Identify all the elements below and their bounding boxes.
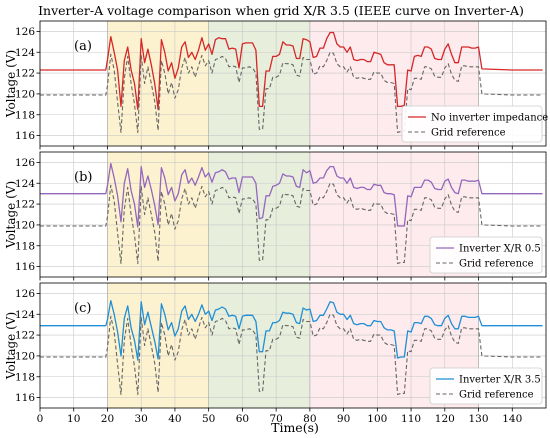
legend-box: [429, 367, 543, 405]
y-tick-label: 116: [15, 392, 35, 404]
y-tick-label: 118: [15, 109, 35, 121]
series-line-inverter: [40, 162, 543, 228]
series-line-grid-reference: [40, 51, 543, 134]
legend-label: Inverter X/R 3.5: [459, 375, 541, 386]
legend-label: No inverter impedance: [431, 113, 548, 124]
y-tick-label: 120: [15, 351, 35, 363]
legend-label: Grid reference: [459, 390, 534, 401]
legend-box: [429, 236, 543, 274]
y-axis-label: Voltage (V): [4, 181, 18, 249]
plot-frame: [39, 151, 547, 278]
x-tick-label: 10: [67, 413, 80, 425]
legend-label: Grid reference: [431, 128, 506, 139]
plot-frame: [39, 20, 547, 147]
series-line-inverter: [40, 300, 543, 361]
y-tick-label: 116: [15, 130, 35, 142]
series-line-grid-reference: [40, 182, 543, 265]
chart-title: Inverter-A voltage comparison when grid …: [38, 3, 524, 18]
legend: No inverter impedance Grid reference: [401, 105, 548, 143]
x-tick-label: 130: [469, 413, 489, 425]
legend: Inverter X/R 0.5 Grid reference: [429, 236, 543, 274]
y-tick-label: 122: [15, 199, 35, 211]
y-tick-label: 120: [15, 220, 35, 232]
series-line-grid-reference: [40, 313, 543, 396]
panel-c: 116 118 120 122 124 126 0 10 20 30 40 50 60 70 80 90 100…: [4, 282, 547, 425]
y-tick-label: 124: [15, 309, 35, 321]
x-tick-label: 40: [168, 413, 181, 425]
y-tick-label: 124: [15, 47, 35, 59]
y-tick-label: 126: [15, 288, 35, 300]
y-tick-label: 118: [15, 240, 35, 252]
x-tick-label: 70: [269, 413, 282, 425]
legend-label: Inverter X/R 0.5: [459, 244, 541, 255]
legend: Inverter X/R 3.5 Grid reference: [429, 367, 543, 405]
panel-a: 116 118 120 122 124 126 Voltage (V) (a) No inver…: [4, 20, 548, 150]
x-tick-label: 110: [401, 413, 421, 425]
panel-label: (a): [74, 39, 92, 54]
y-axis-label: Voltage (V): [4, 50, 18, 118]
x-tick-label: 60: [236, 413, 249, 425]
legend-box: [401, 105, 543, 143]
shaded-region: [208, 21, 310, 146]
x-axis-label: Time(s): [271, 420, 319, 435]
x-tick-label: 0: [37, 413, 44, 425]
y-tick-label: 122: [15, 330, 35, 342]
x-tick-label: 20: [101, 413, 114, 425]
x-tick-label: 120: [435, 413, 455, 425]
legend-label: Grid reference: [459, 259, 534, 270]
plot-frame: [39, 282, 547, 409]
y-tick-label: 124: [15, 178, 35, 190]
x-tick-label: 90: [337, 413, 350, 425]
y-axis-label: Voltage (V): [4, 312, 18, 380]
y-tick-label: 126: [15, 157, 35, 169]
y-tick-label: 118: [15, 371, 35, 383]
y-tick-label: 122: [15, 68, 35, 80]
shaded-region: [208, 283, 310, 408]
x-tick-label: 30: [135, 413, 148, 425]
x-tick-label: 100: [367, 413, 387, 425]
panel-label: (b): [74, 170, 92, 185]
panel-b: 116 118 120 122 124 126 Voltage (V) (b) Inverter…: [4, 151, 547, 281]
y-tick-label: 120: [15, 89, 35, 101]
y-tick-label: 126: [15, 26, 35, 38]
series-line-inverter: [40, 31, 543, 111]
panel-label: (c): [74, 301, 91, 316]
x-tick-label: 80: [303, 413, 316, 425]
x-tick-label: 140: [502, 413, 522, 425]
x-tick-label: 50: [202, 413, 215, 425]
y-tick-label: 116: [15, 261, 35, 273]
